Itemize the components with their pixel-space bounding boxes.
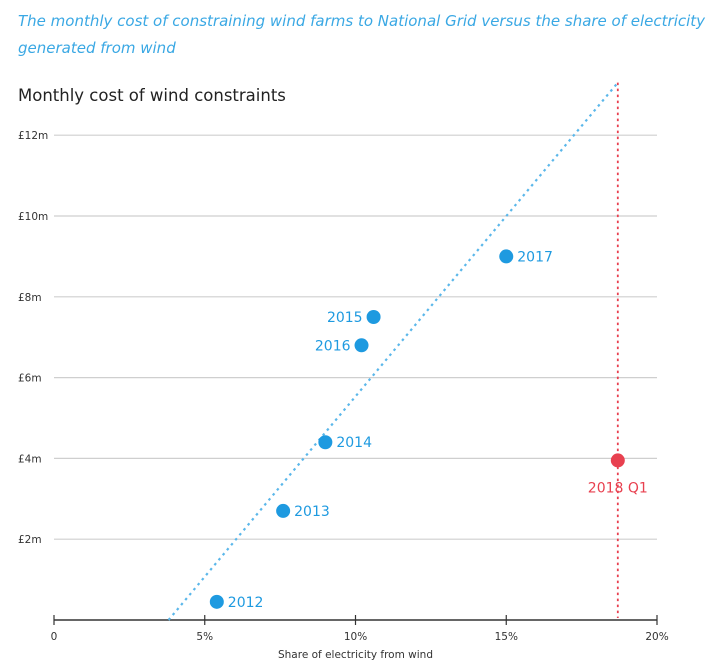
y-tick-label: £4m [18,453,42,465]
y-tick-label: £8m [18,292,42,304]
data-label: 2015 [327,310,363,326]
x-axis-label: Share of electricity from wind [278,649,433,661]
y-tick-label: £12m [18,130,48,142]
data-label: 2018 Q1 [588,480,648,496]
data-point-2014 [318,435,333,450]
data-label: 2017 [517,249,553,265]
x-tick-label: 0 [51,631,58,643]
data-point-2013 [276,503,291,518]
x-tick-label: 5% [196,631,213,643]
data-label: 2012 [228,595,264,611]
x-tick-label: 20% [645,631,668,643]
data-point-2017 [499,249,514,264]
data-point-2018-q1 [610,453,625,468]
chart-subtitle: The monthly cost of constraining wind fa… [18,12,706,57]
data-point-2015 [366,310,381,324]
x-tick-label: 10% [344,631,367,643]
data-label: 2013 [294,504,330,520]
data-point-2012 [209,594,224,609]
x-tick-label: 15% [495,631,518,643]
y-tick-label: £6m [18,373,42,385]
y-tick-label: £10m [18,211,48,223]
y-tick-label: £2m [18,534,42,546]
data-label: 2014 [336,435,372,451]
data-point-2016 [354,338,369,353]
data-label: 2016 [315,338,351,354]
chart-title: Monthly cost of wind constraints [18,86,286,105]
